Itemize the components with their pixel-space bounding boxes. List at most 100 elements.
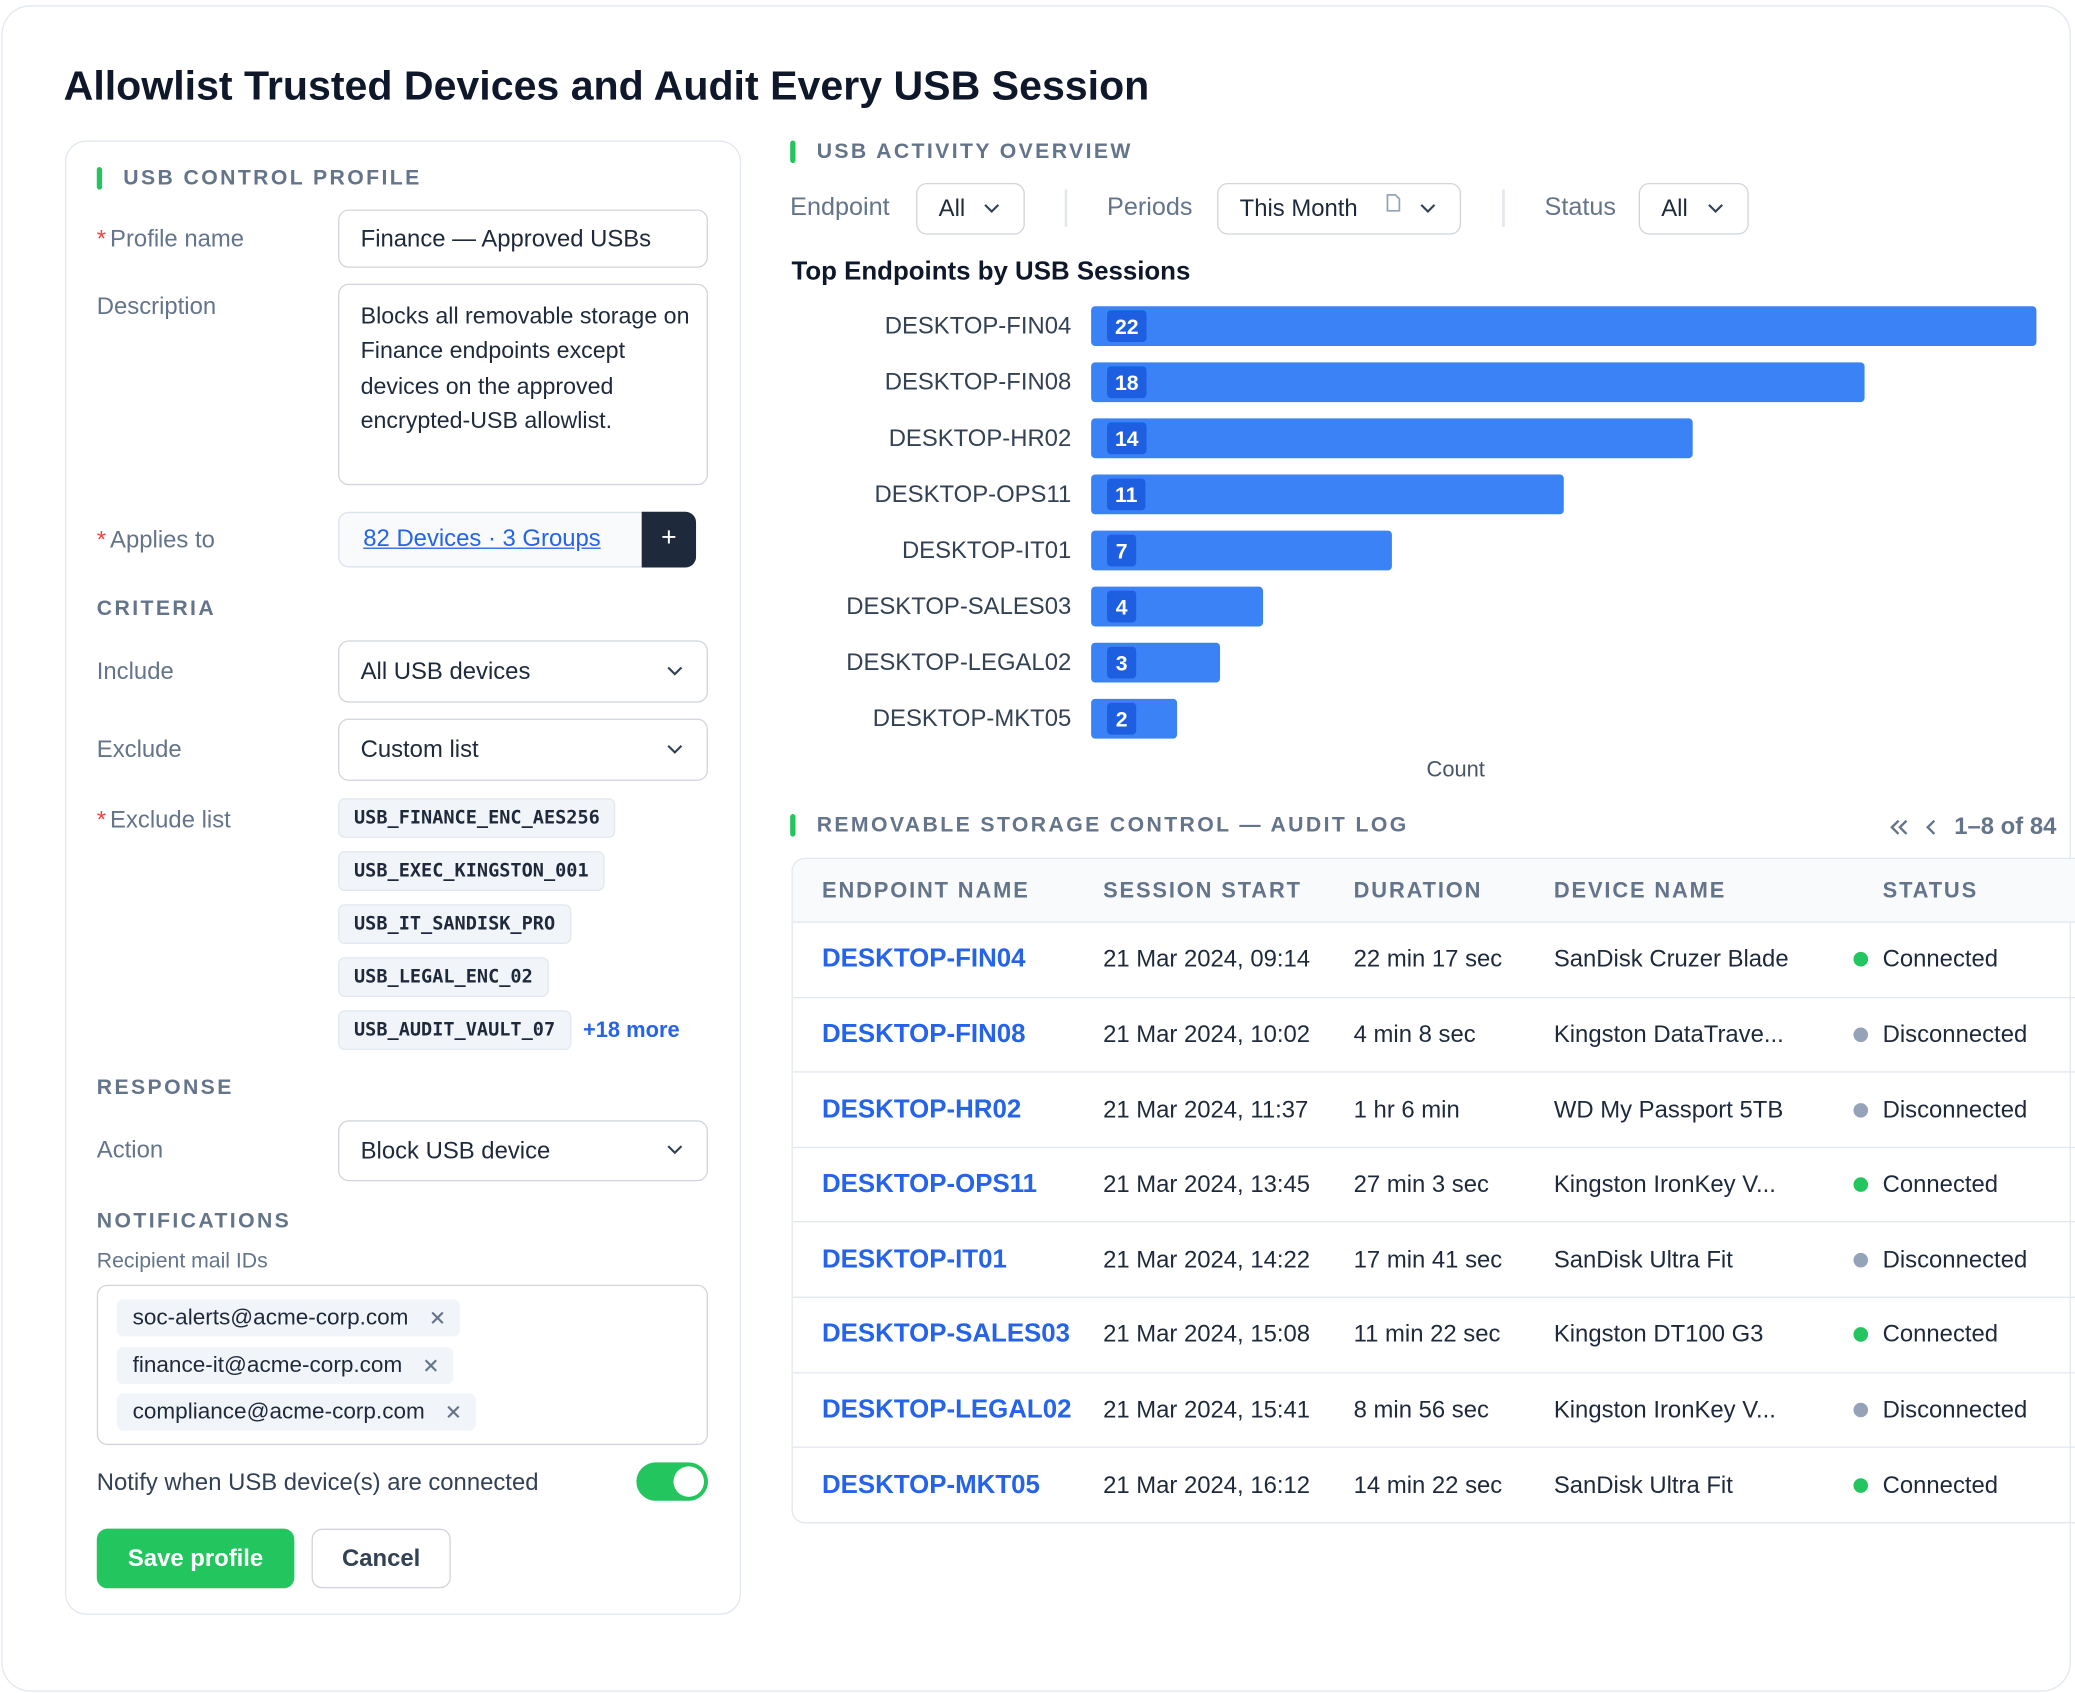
table-cell: 21 Mar 2024, 15:08 bbox=[1103, 1320, 1311, 1348]
endpoint-link[interactable]: DESKTOP-HR02 bbox=[821, 1094, 1022, 1124]
table-cell: WD My Passport 5TB bbox=[1553, 1095, 1784, 1123]
status-dot bbox=[1853, 1252, 1869, 1268]
profile-panel bbox=[64, 140, 742, 1615]
toggle-knob bbox=[673, 1466, 704, 1497]
value-label: 2 bbox=[1116, 709, 1128, 732]
column-header: SESSION START bbox=[1103, 879, 1302, 903]
exclude-chip: USB_AUDIT_VAULT_07 bbox=[338, 1010, 572, 1051]
value-label: 4 bbox=[1116, 596, 1128, 619]
table-cell: 11 min 22 sec bbox=[1353, 1320, 1501, 1348]
save-button[interactable]: Save profile bbox=[96, 1528, 295, 1589]
chart-title: Top Endpoints by USB Sessions bbox=[791, 257, 1191, 287]
applies-link[interactable]: 82 Devices · 3 Groups bbox=[363, 525, 601, 552]
field-label: Exclude bbox=[96, 735, 182, 763]
status-dot bbox=[1853, 1177, 1869, 1193]
more-link[interactable]: +18 more bbox=[582, 1017, 680, 1042]
chevron bbox=[1708, 203, 1723, 213]
table-cell: Disconnected bbox=[1882, 1095, 2028, 1123]
category-label: DESKTOP-FIN04 bbox=[885, 313, 1072, 340]
add-button[interactable]: + bbox=[641, 511, 697, 568]
table-cell: 27 min 3 sec bbox=[1353, 1170, 1489, 1198]
filter-label: Status bbox=[1544, 193, 1616, 222]
table-cell: 17 min 41 sec bbox=[1353, 1245, 1503, 1273]
select[interactable]: Block USB device bbox=[338, 1120, 708, 1182]
value-label: 3 bbox=[1116, 652, 1128, 675]
textarea[interactable]: Blocks all removable storage on Finance … bbox=[338, 283, 708, 486]
select[interactable]: Custom list bbox=[338, 718, 708, 781]
recipient-email: compliance@acme-corp.com bbox=[132, 1398, 425, 1424]
table-cell: SanDisk Ultra Fit bbox=[1553, 1245, 1733, 1273]
label-text: Applies to bbox=[110, 526, 215, 553]
bar bbox=[1091, 362, 1865, 403]
filter-select[interactable]: All bbox=[1638, 182, 1749, 235]
recipients-box[interactable] bbox=[96, 1284, 708, 1446]
toggle[interactable] bbox=[636, 1462, 708, 1501]
select-value: All bbox=[938, 194, 966, 222]
column-header: ENDPOINT NAME bbox=[821, 879, 1030, 903]
exclude-chip: USB_LEGAL_ENC_02 bbox=[338, 957, 549, 998]
value-badge bbox=[1107, 590, 1137, 623]
cancel-button[interactable]: Cancel bbox=[311, 1528, 451, 1589]
table-cell: SanDisk Ultra Fit bbox=[1553, 1470, 1733, 1498]
select-value: Custom list bbox=[360, 735, 479, 763]
endpoint-link[interactable]: DESKTOP-SALES03 bbox=[821, 1319, 1071, 1349]
required-mark: * bbox=[96, 806, 107, 833]
table-cell: 21 Mar 2024, 15:41 bbox=[1103, 1395, 1311, 1423]
select-value: Block USB device bbox=[360, 1137, 551, 1165]
recipient-chip: finance-it@acme-corp.com bbox=[116, 1346, 454, 1384]
table-header bbox=[792, 859, 2075, 923]
column-header: DEVICE NAME bbox=[1553, 879, 1727, 903]
exclude-list: USB_FINANCE_ENC_AES256 USB_EXEC_KINGSTON_… bbox=[338, 798, 680, 1051]
exclude-chip: USB_FINANCE_ENC_AES256 bbox=[338, 798, 616, 838]
section-heading: RESPONSE bbox=[96, 1076, 234, 1100]
section-heading: USB CONTROL PROFILE bbox=[123, 167, 422, 190]
chevron bbox=[1420, 203, 1436, 213]
column-header: DURATION bbox=[1353, 879, 1483, 903]
table-cell: 14 min 22 sec bbox=[1353, 1470, 1503, 1498]
endpoint-link[interactable]: DESKTOP-MKT05 bbox=[821, 1469, 1040, 1499]
endpoint-link[interactable]: DESKTOP-FIN04 bbox=[821, 944, 1026, 974]
table-cell: 1 hr 6 min bbox=[1353, 1095, 1460, 1123]
select-value: All bbox=[1661, 194, 1688, 222]
value-label: 14 bbox=[1115, 428, 1139, 451]
status-dot bbox=[1853, 1102, 1869, 1117]
filter-select[interactable]: This Month bbox=[1217, 182, 1462, 235]
remove-icon[interactable] bbox=[425, 1358, 438, 1371]
filter-label: Periods bbox=[1107, 193, 1193, 222]
value-label: 7 bbox=[1116, 540, 1128, 563]
endpoint-link[interactable]: DESKTOP-IT01 bbox=[821, 1244, 1007, 1274]
table-cell: 21 Mar 2024, 14:22 bbox=[1103, 1245, 1311, 1273]
remove-icon[interactable] bbox=[447, 1405, 460, 1419]
divider bbox=[1502, 189, 1505, 227]
select[interactable]: All USB devices bbox=[338, 640, 708, 703]
status-dot bbox=[1853, 952, 1869, 967]
select-value: This Month bbox=[1239, 194, 1358, 222]
table-cell: 4 min 8 sec bbox=[1353, 1020, 1476, 1048]
endpoint-link[interactable]: DESKTOP-OPS11 bbox=[821, 1169, 1038, 1199]
category-label: DESKTOP-LEGAL02 bbox=[846, 649, 1071, 676]
filter-select[interactable]: All bbox=[916, 182, 1025, 235]
chevron-path bbox=[1420, 203, 1436, 213]
endpoint-link[interactable]: DESKTOP-FIN08 bbox=[821, 1019, 1026, 1049]
bar bbox=[1091, 474, 1564, 515]
applies-box bbox=[338, 511, 697, 568]
status-dot bbox=[1853, 1402, 1869, 1418]
text-input[interactable]: Finance — Approved USBs bbox=[338, 209, 708, 268]
remove-icon[interactable] bbox=[431, 1311, 444, 1324]
table-cell: Connected bbox=[1882, 945, 1999, 973]
value-badge bbox=[1107, 702, 1137, 735]
chip-row: USB_AUDIT_VAULT_07 +18 more bbox=[338, 1010, 680, 1051]
select-value: All USB devices bbox=[360, 657, 531, 685]
table-cell: Kingston DataTrave... bbox=[1553, 1020, 1784, 1048]
category-label: DESKTOP-HR02 bbox=[889, 425, 1072, 452]
table-cell: Kingston DT100 G3 bbox=[1553, 1320, 1764, 1348]
value-badge bbox=[1107, 310, 1147, 343]
endpoint-link[interactable]: DESKTOP-LEGAL02 bbox=[821, 1394, 1072, 1424]
status-dot bbox=[1853, 1477, 1869, 1493]
row-divider bbox=[792, 1296, 2075, 1298]
bar bbox=[1091, 418, 1693, 459]
pager-icons[interactable] bbox=[1889, 817, 1942, 838]
category-label: DESKTOP-OPS11 bbox=[875, 481, 1072, 508]
row-divider bbox=[792, 1071, 2075, 1073]
